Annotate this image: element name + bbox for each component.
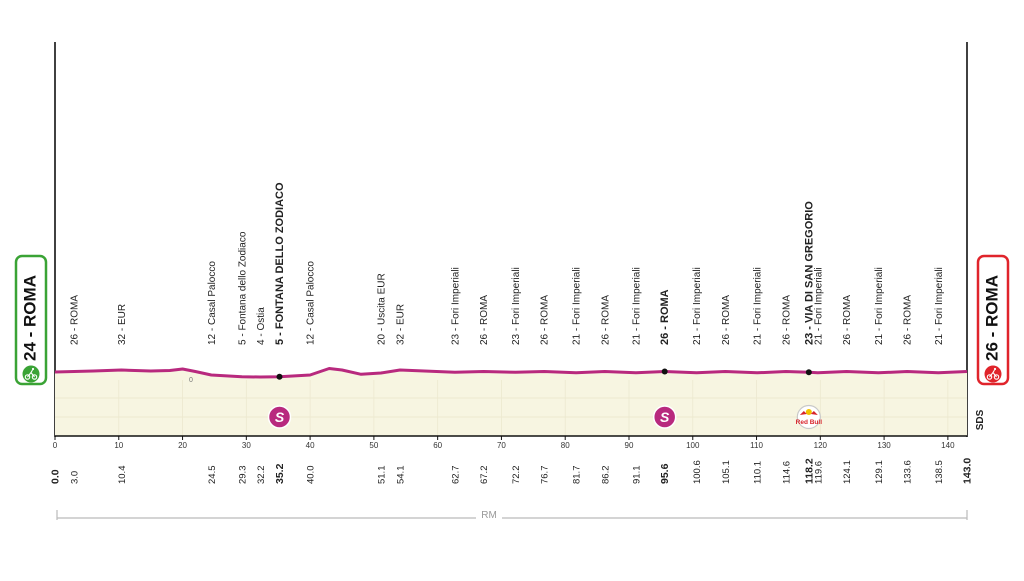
km-label: 105.1 [721,460,732,484]
km-label: 72.2 [511,466,522,485]
x-tick-label: 90 [625,441,634,450]
x-tick-label: 10 [114,441,123,450]
waypoint-label: 26 - ROMA [781,295,792,345]
x-tick-label: 140 [941,441,955,450]
waypoint-label: 21 - Fori Imperiali [874,267,885,345]
km-label: 95.6 [659,463,671,484]
km-label: 76.7 [540,466,551,485]
waypoint-label: 21 - Fori Imperiali [572,267,583,345]
km-label: 51.1 [376,466,387,485]
waypoint-label: 23 - Fori Imperiali [511,267,522,345]
km-labels: 3.0 10.4 24.5 29.3 32.2 35.2 40.0 51.1 54.1 62.7 6… [50,458,974,484]
km-label: 124.1 [842,460,853,484]
start-label: 24 - ROMA [20,275,39,361]
km-label: 118.2 [803,458,815,484]
waypoint-label: 21 - Fori Imperiali [692,267,703,345]
x-tick-label: 40 [306,441,315,450]
red-bull-kom-icon: Red Bull [796,404,823,430]
waypoint-label: 26 - ROMA [479,295,490,345]
x-tick-label: 0 [53,441,58,450]
km-label: 81.7 [572,466,583,485]
km-label: 119.6 [813,461,824,484]
waypoint-label: 12 - Casal Palocco [306,261,317,345]
waypoint-label: 21 - Fori Imperiali [934,267,945,345]
finish-badge: 26 - ROMA [976,254,1010,386]
waypoint-label: 5 - Fontana dello Zodiaco [237,231,248,345]
x-tick-label: 80 [561,441,570,450]
waypoint-label: 32 - EUR [396,304,407,345]
x-tick-label: 100 [686,441,700,450]
x-tick-label: 20 [178,441,187,450]
km-label: 129.1 [874,460,885,484]
start-km-label: 0.0 [50,469,62,484]
km-label: 91.1 [632,466,643,485]
km-label: 86.2 [600,466,611,485]
circuit-bracket: RM [56,508,968,522]
km-label: 54.1 [396,466,407,485]
x-tick-label: 50 [369,441,378,450]
km-label: 40.0 [306,466,317,485]
x-tick-label: 60 [433,441,442,450]
waypoint-label: 21 - Fori Imperiali [813,267,824,345]
km-label: 32.2 [256,466,267,485]
km-label: 24.5 [207,466,218,485]
circuit-label: RM [481,510,497,521]
km-label: 110.1 [753,461,764,484]
km-label: 29.3 [237,466,248,485]
waypoint-label: 26 - ROMA [600,295,611,345]
start-badge: 24 - ROMA [14,254,48,386]
km-label: 67.2 [479,466,490,485]
finish-label: 26 - ROMA [982,275,1001,361]
x-tick-label: 120 [814,441,828,450]
km-label: 138.5 [934,460,945,484]
km-label: 35.2 [274,463,286,484]
markers: S S Red Bull [267,368,823,430]
finish-flag-icon [984,365,1002,383]
sds-label: SDS [975,409,986,430]
waypoint-label: 20 - Uscita EUR [376,273,387,345]
waypoint-label: 5 - FONTANA DELLO ZODIACO [274,182,286,345]
sprint-icon: S [652,405,677,429]
waypoint-label: 26 - ROMA [540,295,551,345]
km-label: 114.6 [781,461,792,484]
sprint-point [661,368,668,375]
waypoint-label: 26 - ROMA [721,295,732,345]
waypoint-label: 21 - Fori Imperiali [632,267,643,345]
waypoint-label: 26 - ROMA [70,295,81,345]
sprint-label: S [660,409,670,425]
waypoint-label: 26 - ROMA [903,295,914,345]
waypoint-label: 26 - ROMA [842,295,853,345]
sprint-label: S [275,409,285,425]
sprint-icon: S [267,405,292,429]
waypoint-label: 21 - Fori Imperiali [753,267,764,345]
sprint-point [276,373,283,380]
sponsor-label: Red Bull [796,419,823,426]
km-label: 10.4 [117,466,128,485]
kom-point [805,369,812,376]
x-tick-label: 130 [877,441,891,450]
sea-level-label: 0 [189,377,193,384]
waypoint-label: 26 - ROMA [659,289,671,345]
x-axis-ticks: 0 10 20 30 40 50 60 70 80 90 100 110 120 130 140 [53,436,955,450]
waypoint-labels: 26 - ROMA 32 - EUR 12 - Casal Palocco 5 - F… [70,182,945,345]
x-tick-label: 30 [242,441,251,450]
km-label: 100.6 [692,460,703,484]
waypoint-label: 23 - Fori Imperiali [450,267,461,345]
km-label: 62.7 [450,466,461,485]
cyclist-icon [22,365,40,383]
km-label: 133.6 [903,460,914,484]
km-label: 3.0 [70,471,81,484]
waypoint-label: 4 - Ostia [256,307,267,345]
finish-km-label: 143.0 [962,458,974,484]
waypoint-label: 23 - VIA DI SAN GREGORIO [803,201,815,345]
waypoint-label: 32 - EUR [117,304,128,345]
x-tick-label: 70 [497,441,506,450]
waypoint-label: 12 - Casal Palocco [207,261,218,345]
x-tick-label: 110 [750,441,763,450]
